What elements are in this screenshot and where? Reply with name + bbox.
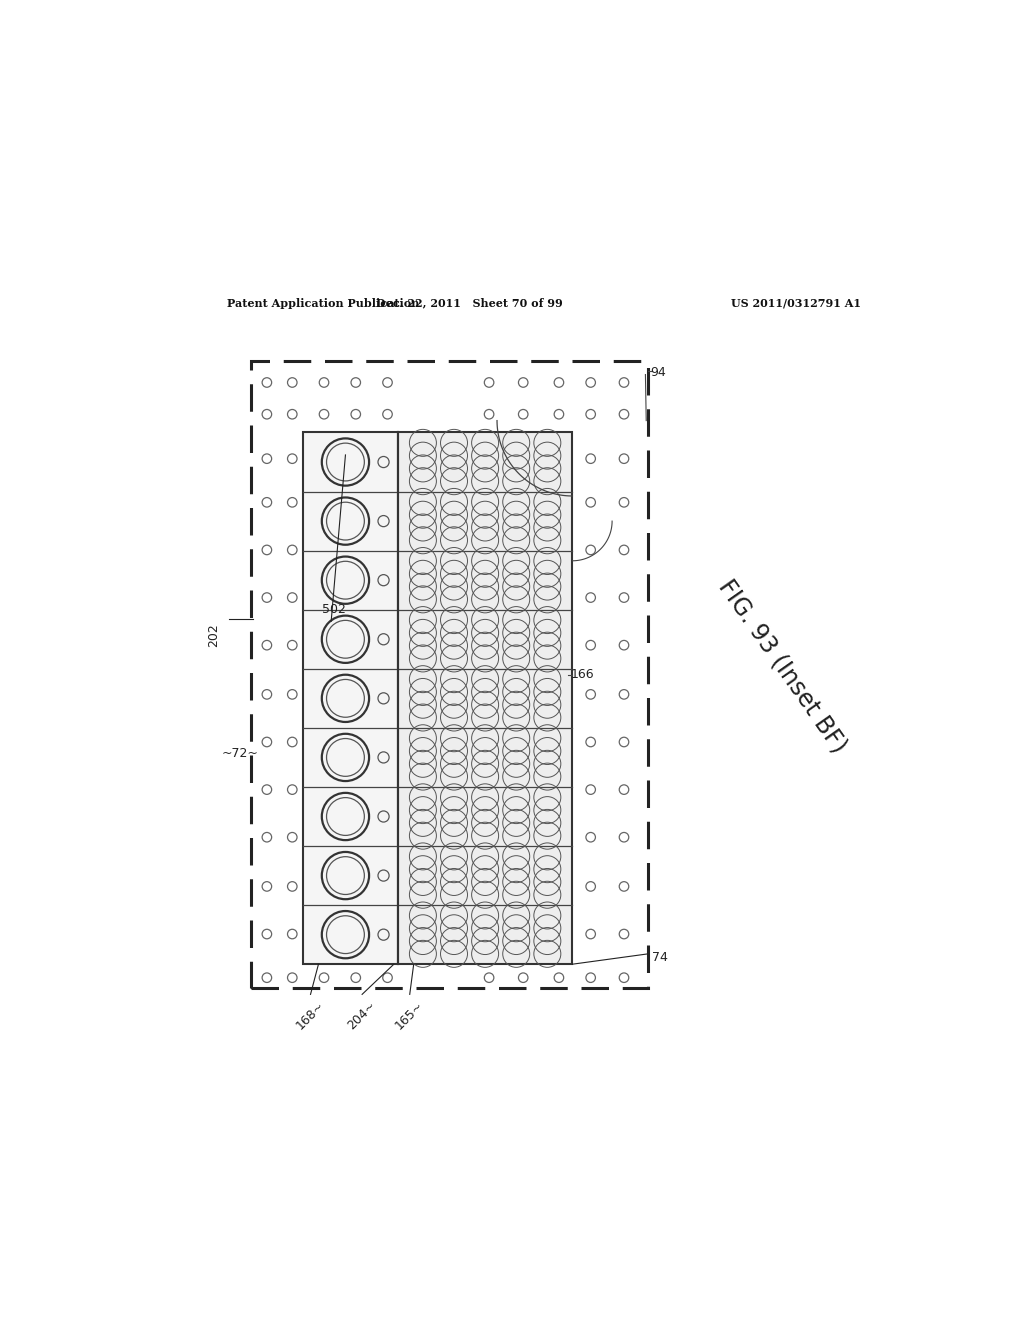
Text: Dec. 22, 2011   Sheet 70 of 99: Dec. 22, 2011 Sheet 70 of 99 [376,297,562,309]
Text: 94: 94 [650,367,666,379]
Text: 204~: 204~ [345,998,379,1032]
Text: 165~: 165~ [393,998,426,1032]
Text: 74: 74 [652,952,668,965]
Text: FIG. 93 (Inset BF): FIG. 93 (Inset BF) [714,576,852,758]
Text: US 2011/0312791 A1: US 2011/0312791 A1 [731,297,861,309]
Text: Patent Application Publication: Patent Application Publication [227,297,420,309]
Bar [251,362,648,987]
Text: 168~: 168~ [294,998,328,1032]
Text: 166: 166 [570,668,595,681]
Text: 502: 502 [322,603,345,616]
Text: ~72~: ~72~ [222,747,259,760]
Text: 202: 202 [207,623,220,647]
Bar [397,433,572,964]
Bar [303,433,397,964]
